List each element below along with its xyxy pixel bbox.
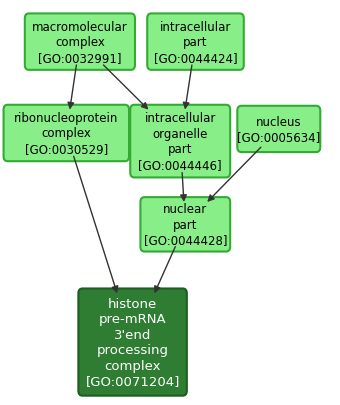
FancyBboxPatch shape (237, 107, 320, 153)
Text: intracellular
part
[GO:0044424]: intracellular part [GO:0044424] (154, 21, 237, 64)
Text: intracellular
organelle
part
[GO:0044446]: intracellular organelle part [GO:0044446… (138, 112, 222, 171)
Text: nuclear
part
[GO:0044428]: nuclear part [GO:0044428] (143, 203, 227, 247)
FancyBboxPatch shape (4, 105, 129, 162)
FancyBboxPatch shape (140, 198, 230, 252)
FancyBboxPatch shape (78, 289, 187, 396)
FancyBboxPatch shape (130, 105, 230, 178)
FancyBboxPatch shape (25, 14, 135, 70)
Text: histone
pre-mRNA
3'end
processing
complex
[GO:0071204]: histone pre-mRNA 3'end processing comple… (85, 297, 180, 387)
FancyBboxPatch shape (147, 14, 244, 70)
Text: nucleus
[GO:0005634]: nucleus [GO:0005634] (237, 115, 320, 144)
Text: macromolecular
complex
[GO:0032991]: macromolecular complex [GO:0032991] (32, 21, 128, 64)
Text: ribonucleoprotein
complex
[GO:0030529]: ribonucleoprotein complex [GO:0030529] (14, 112, 118, 156)
